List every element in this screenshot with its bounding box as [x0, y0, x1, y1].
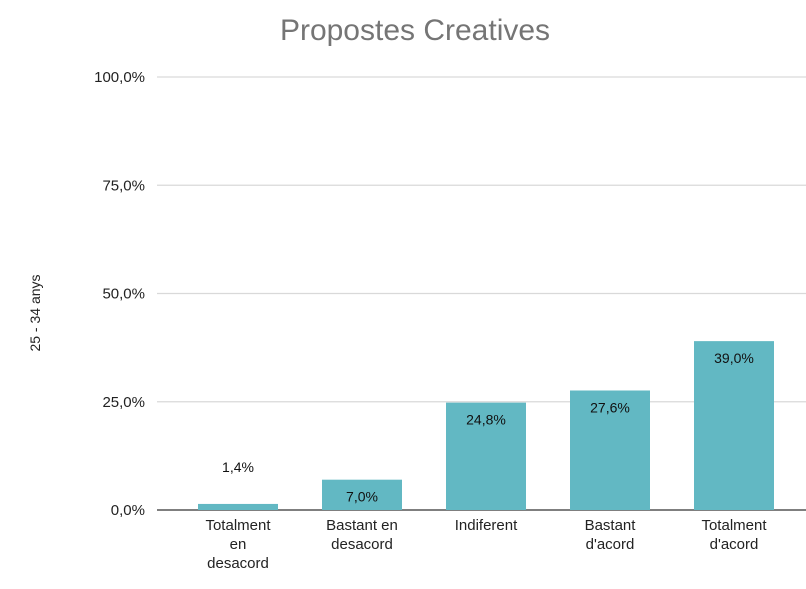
- y-tick-label: 0,0%: [111, 502, 145, 519]
- data-label: 27,6%: [590, 399, 630, 415]
- category-label: Bastant: [585, 517, 637, 534]
- data-label: 7,0%: [346, 489, 378, 505]
- category-label: Totalment: [205, 517, 271, 534]
- category-label: d'acord: [710, 536, 759, 553]
- y-tick-labels: 0,0% 25,0% 50,0% 75,0% 100,0%: [94, 69, 145, 519]
- data-label: 24,8%: [466, 412, 506, 428]
- y-tick-label: 100,0%: [94, 69, 145, 86]
- category-label: Indiferent: [455, 517, 518, 534]
- category-label: Bastant en: [326, 517, 398, 534]
- category-label: en: [230, 536, 247, 553]
- y-tick-label: 25,0%: [102, 394, 145, 411]
- category-label: desacord: [207, 555, 269, 572]
- bar: [198, 503, 278, 510]
- y-tick-label: 50,0%: [102, 286, 145, 303]
- bar: [322, 479, 402, 510]
- category-label: d'acord: [586, 536, 635, 553]
- category-label: desacord: [331, 536, 393, 553]
- y-axis-label: 25 - 34 anys: [27, 274, 43, 351]
- category-labels: Totalment en desacord Bastant en desacord Ind…: [205, 517, 767, 572]
- data-label: 1,4%: [222, 459, 254, 475]
- bars: [198, 341, 774, 510]
- data-label: 39,0%: [714, 350, 754, 366]
- bar: [694, 341, 774, 510]
- y-tick-label: 75,0%: [102, 177, 145, 194]
- category-label: Totalment: [701, 517, 767, 534]
- bar: [570, 390, 650, 510]
- chart-title: Propostes Creatives: [280, 14, 550, 47]
- data-labels: 1,4% 7,0% 24,8% 27,6% 39,0%: [222, 350, 754, 505]
- bar: [446, 402, 526, 510]
